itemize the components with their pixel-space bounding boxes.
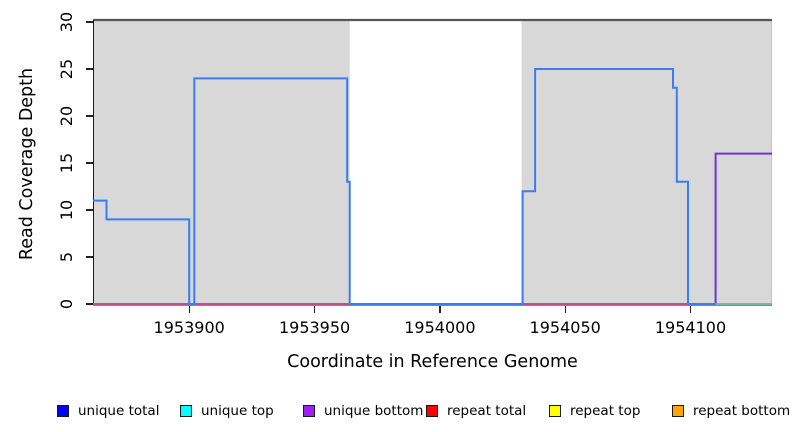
- x-axis-tick: [188, 306, 190, 313]
- y-axis-tick: [86, 21, 93, 23]
- y-tick-label: 20: [56, 105, 76, 127]
- legend-item-unique-bottom: unique bottom: [296, 403, 423, 419]
- shaded-region: [521, 21, 772, 305]
- legend-swatch-icon: [549, 405, 561, 417]
- y-tick-label: 5: [56, 251, 76, 263]
- x-tick-label: 1954050: [529, 318, 601, 337]
- legend-item-unique-top: unique top: [173, 403, 296, 419]
- plot-area: [93, 18, 772, 306]
- legend-label: unique total: [78, 403, 160, 419]
- legend-item-repeat-total: repeat total: [419, 403, 542, 419]
- y-tick-label: 25: [56, 58, 76, 80]
- chart-canvas: [93, 18, 772, 306]
- series-unique-total: [93, 68, 772, 305]
- y-axis-tick: [86, 209, 93, 211]
- legend-item-repeat-top: repeat top: [542, 403, 665, 419]
- y-axis-tick: [86, 115, 93, 117]
- x-tick-label: 1954000: [404, 318, 476, 337]
- legend-label: repeat bottom: [693, 403, 791, 419]
- x-axis-tick: [689, 306, 692, 313]
- y-axis-tick: [86, 162, 93, 164]
- chart-legend: unique total unique top unique bottom repea…: [50, 398, 790, 424]
- legend-label: unique top: [201, 403, 274, 419]
- y-axis-tick: [86, 303, 93, 305]
- legend-swatch-icon: [303, 405, 315, 417]
- legend-item-unique-total: unique total: [50, 403, 173, 419]
- x-axis-tick: [564, 306, 566, 313]
- legend-swatch-icon: [672, 405, 684, 417]
- y-tick-label: 15: [56, 152, 76, 174]
- legend-label: repeat top: [570, 403, 641, 419]
- y-axis-tick: [86, 256, 93, 258]
- x-tick-label: 1953950: [278, 318, 351, 337]
- legend-swatch-icon: [426, 405, 438, 417]
- legend-swatch-icon: [57, 405, 69, 417]
- x-axis-tick: [439, 306, 441, 313]
- legend-item-repeat-bottom: repeat bottom: [665, 403, 791, 419]
- y-axis-title: Read Coverage Depth: [17, 67, 37, 261]
- shaded-region: [93, 21, 350, 305]
- y-axis-tick: [86, 68, 93, 70]
- y-tick-label: 10: [56, 199, 76, 221]
- x-tick-label: 1953900: [153, 318, 225, 337]
- x-tick-label: 1954100: [654, 318, 727, 337]
- legend-label: unique bottom: [324, 403, 424, 419]
- x-axis-tick: [313, 306, 316, 313]
- legend-label: repeat total: [447, 403, 527, 419]
- x-axis-title: Coordinate in Reference Genome: [287, 352, 578, 372]
- legend-swatch-icon: [180, 405, 192, 417]
- y-tick-label: 30: [56, 11, 76, 33]
- y-tick-label: 0: [56, 298, 76, 310]
